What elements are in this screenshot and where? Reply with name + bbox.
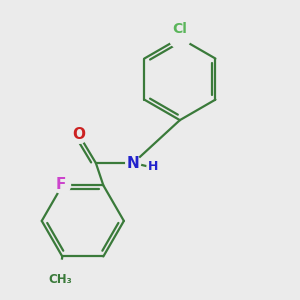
Circle shape [147,161,158,172]
Text: O: O [73,127,85,142]
Text: Cl: Cl [172,22,187,36]
Circle shape [54,177,70,194]
Circle shape [126,156,141,170]
Text: N: N [127,156,140,171]
Circle shape [50,260,71,281]
Text: CH₃: CH₃ [49,272,72,286]
Text: H: H [147,160,158,173]
Circle shape [71,127,87,143]
Text: F: F [55,177,66,192]
Circle shape [169,28,190,49]
